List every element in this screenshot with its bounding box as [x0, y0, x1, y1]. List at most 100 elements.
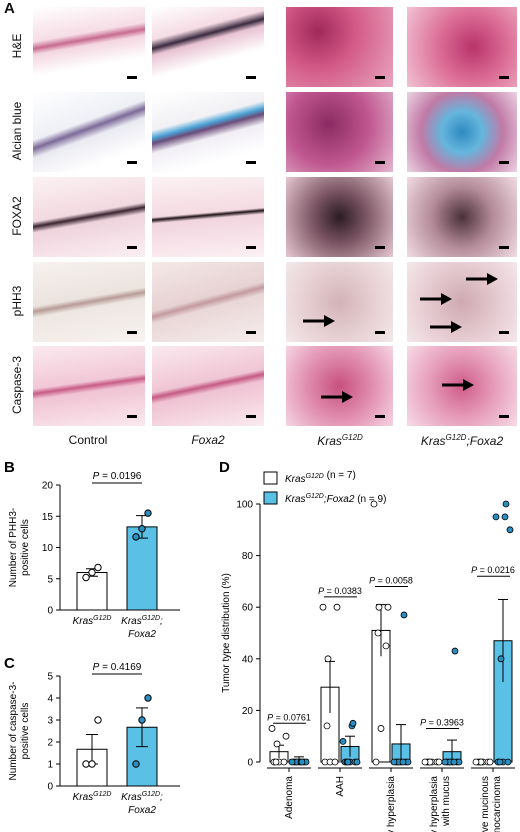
micrograph-tile	[286, 92, 393, 172]
row-label: Caspase-3	[10, 355, 24, 415]
scale-bar	[375, 331, 385, 334]
y-tick-label: 80	[242, 551, 254, 562]
y-tick-label: 60	[242, 603, 254, 614]
panel-d-label: D	[219, 460, 230, 476]
data-point	[344, 758, 352, 766]
data-point	[132, 760, 140, 768]
data-point	[282, 732, 290, 740]
column-label: Foxa2	[148, 433, 268, 447]
y-tick-label: 20	[242, 706, 254, 717]
micrograph-tile	[407, 92, 517, 172]
micrograph-tile	[33, 262, 145, 342]
data-point	[280, 758, 288, 766]
scale-bar	[246, 161, 256, 164]
scale-bar	[499, 331, 509, 334]
y-tick-label: 20	[42, 481, 54, 492]
data-point	[82, 573, 90, 582]
scale-bar	[127, 161, 137, 164]
panel-a-label: A	[4, 0, 15, 17]
data-point	[88, 760, 96, 768]
scale-bar	[127, 246, 137, 249]
scale-bar	[127, 415, 137, 418]
micrograph-tile	[33, 177, 145, 257]
data-point	[370, 500, 378, 508]
data-point	[441, 758, 449, 766]
scale-bar	[499, 76, 509, 79]
micrograph-tile	[33, 7, 145, 87]
column-label-base: Control	[68, 433, 108, 447]
data-point	[374, 629, 382, 637]
scale-bar	[499, 246, 509, 249]
arrow-marker	[442, 379, 474, 391]
p-value-label: P = 0.0196	[93, 471, 142, 482]
data-point	[353, 758, 361, 766]
data-point	[144, 694, 152, 702]
p-value-label: P = 0.4169	[93, 662, 142, 673]
data-point	[504, 758, 512, 766]
data-point	[435, 758, 443, 766]
legend-label: KrasG12D (n = 7)	[285, 470, 356, 485]
data-point	[82, 760, 90, 768]
data-point	[94, 563, 102, 572]
data-point	[268, 725, 276, 732]
y-tick-label: 0	[47, 782, 53, 793]
data-point	[472, 758, 480, 766]
column-label-base: Foxa2	[191, 433, 225, 447]
p-value-label: P = 0.0216	[471, 565, 515, 575]
y-tick-label: 40	[242, 654, 254, 665]
scale-bar	[246, 246, 256, 249]
scale-bar	[499, 415, 509, 418]
arrow-marker	[321, 391, 353, 403]
micrograph-tile	[286, 7, 393, 87]
micrograph-tile	[152, 346, 264, 426]
data-point	[132, 533, 140, 541]
y-tick-label: 0	[247, 758, 253, 769]
micrograph-tile	[286, 177, 393, 257]
data-point	[298, 758, 306, 766]
category-label: AAH	[335, 776, 346, 797]
data-point	[400, 611, 408, 619]
data-point	[372, 758, 380, 766]
micrograph-tile	[152, 262, 264, 342]
data-point	[506, 526, 514, 534]
row-label: H&E	[10, 33, 24, 59]
panel-c-chart: C Number of caspase-3-positive cells 0 1 2 3 4…	[4, 656, 180, 816]
data-point	[349, 719, 357, 727]
row-label: pHH3	[10, 285, 24, 317]
category-label: Papillary hyperplasia	[386, 776, 397, 832]
row-label: Alcian blue	[10, 101, 24, 161]
column-label: KrasG12D;Foxa2	[402, 433, 520, 448]
data-point	[94, 716, 102, 724]
category-label: Papillary hyperplasiawith mucus	[429, 776, 452, 832]
bar	[76, 572, 108, 611]
column-label-suffix: ;Foxa2	[466, 434, 504, 448]
micrograph-tile	[33, 346, 145, 426]
legend-swatch	[263, 491, 278, 505]
row-label: FOXA2	[10, 196, 24, 236]
arrow-marker	[420, 293, 452, 305]
y-axis-label: Number of caspase-3-positive cells	[8, 682, 31, 781]
data-point	[323, 722, 331, 730]
micrograph-tile	[407, 7, 517, 87]
data-point	[496, 758, 504, 766]
category-label: Invasive mucinousadenocarcinoma	[480, 776, 503, 832]
data-point	[501, 513, 509, 521]
scale-bar	[499, 161, 509, 164]
category-label: KrasG12D	[73, 791, 112, 803]
data-point	[451, 647, 459, 655]
data-point	[375, 603, 383, 611]
arrow-marker	[303, 315, 335, 327]
y-axis-label: Tumor type distribution (%)	[221, 573, 232, 693]
scale-bar	[375, 415, 385, 418]
data-point	[272, 758, 280, 766]
panel-d-chart: D KrasG12D (n = 7) KrasG12D;Foxa2 (n = 9) T…	[219, 460, 515, 832]
data-point	[273, 740, 281, 748]
micrograph-tile	[407, 177, 517, 257]
scale-bar	[127, 331, 137, 334]
scale-bar	[246, 331, 256, 334]
legend-label: KrasG12D;Foxa2 (n = 9)	[285, 493, 386, 505]
bar	[126, 526, 158, 611]
micrograph-tile	[407, 346, 517, 426]
data-point	[288, 758, 296, 766]
scale-bar	[375, 161, 385, 164]
